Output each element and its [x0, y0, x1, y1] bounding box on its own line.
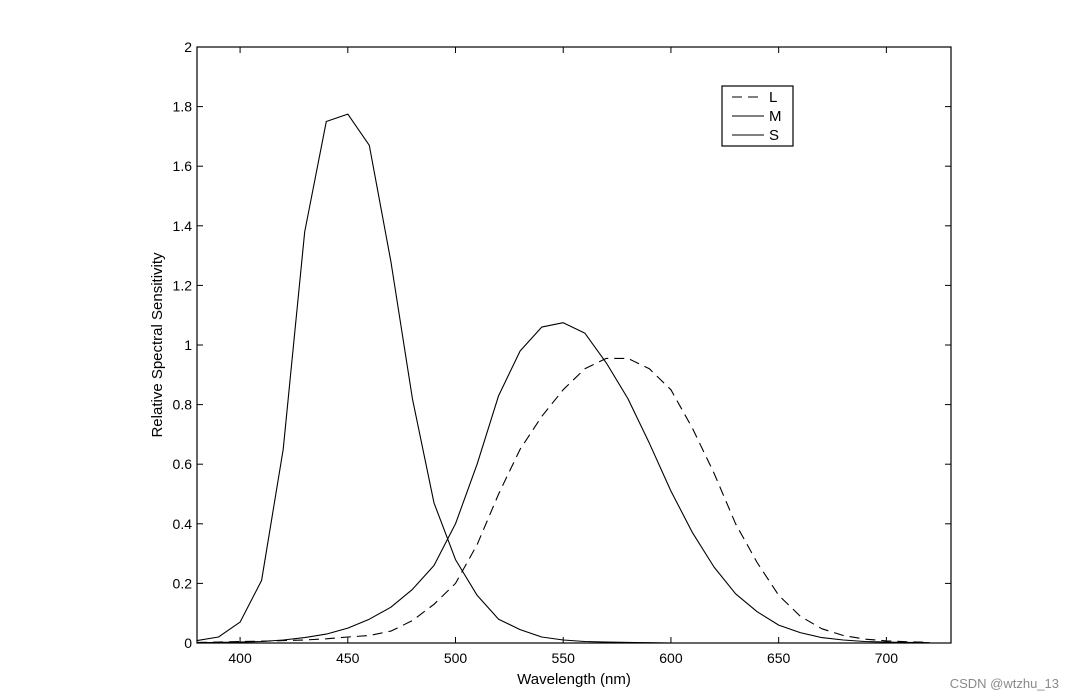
x-tick-label: 400: [228, 650, 252, 666]
y-tick-label: 0: [184, 635, 192, 651]
series-line-s: [197, 113, 671, 643]
y-tick-label: 1.4: [173, 218, 193, 234]
series-line-m: [197, 322, 930, 643]
series-layer: [197, 113, 930, 643]
x-tick-label: 600: [659, 650, 683, 666]
legend-label-l: L: [769, 89, 777, 106]
legend-label-s: S: [769, 127, 779, 144]
y-tick-label: 0.8: [173, 397, 193, 413]
y-tick-label: 1.8: [173, 99, 193, 115]
y-axis-label: Relative Spectral Sensitivity: [149, 252, 166, 438]
x-tick-label: 550: [552, 650, 576, 666]
y-tick-label: 1: [184, 337, 192, 353]
legend-label-m: M: [769, 108, 782, 125]
x-tick-label: 500: [444, 650, 468, 666]
ticks-layer: 400 450 500 550 600 650 700 0 0.2 0.4 0.6 0.8 1 1.2 1.…: [173, 39, 951, 666]
y-tick-label: 1.2: [173, 277, 193, 293]
watermark: CSDN @wtzhu_13: [949, 676, 1059, 691]
y-tick-label: 2: [184, 39, 192, 55]
x-tick-label: 650: [767, 650, 791, 666]
y-tick-label: 0.2: [173, 575, 193, 591]
series-line-l: [197, 357, 930, 643]
x-tick-label: 450: [336, 650, 360, 666]
legend: LMS: [721, 85, 794, 147]
y-tick-label: 0.6: [173, 456, 193, 472]
y-tick-label: 1.6: [173, 158, 193, 174]
plot-area-frame: [196, 46, 952, 644]
x-tick-label: 700: [875, 650, 899, 666]
x-axis-label: Wavelength (nm): [517, 671, 631, 688]
y-tick-label: 0.4: [173, 516, 193, 532]
